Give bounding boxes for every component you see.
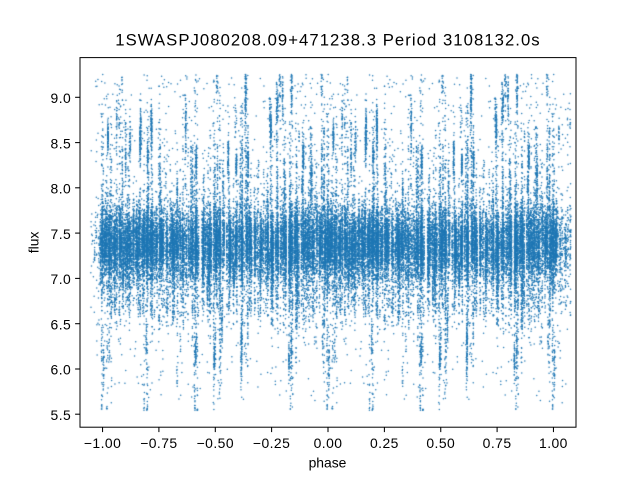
svg-text:7.5: 7.5 — [51, 226, 72, 242]
svg-text:0.50: 0.50 — [426, 435, 455, 451]
svg-text:phase: phase — [309, 455, 347, 471]
svg-text:9.0: 9.0 — [51, 90, 72, 106]
svg-text:0.75: 0.75 — [483, 435, 512, 451]
svg-text:6.0: 6.0 — [51, 362, 72, 378]
svg-text:flux: flux — [26, 232, 42, 254]
svg-text:−1.00: −1.00 — [84, 435, 121, 451]
svg-text:6.5: 6.5 — [51, 316, 72, 332]
svg-text:8.5: 8.5 — [51, 135, 72, 151]
svg-text:−0.25: −0.25 — [253, 435, 290, 451]
svg-text:0.00: 0.00 — [314, 435, 343, 451]
svg-text:−0.75: −0.75 — [140, 435, 177, 451]
svg-text:7.0: 7.0 — [51, 271, 72, 287]
svg-text:1.00: 1.00 — [539, 435, 568, 451]
svg-text:5.5: 5.5 — [51, 407, 72, 423]
svg-text:0.25: 0.25 — [370, 435, 399, 451]
svg-text:1SWASPJ080208.09+471238.3 Peri: 1SWASPJ080208.09+471238.3 Period 3108132… — [115, 30, 540, 49]
svg-text:8.0: 8.0 — [51, 181, 72, 197]
svg-text:−0.50: −0.50 — [197, 435, 234, 451]
